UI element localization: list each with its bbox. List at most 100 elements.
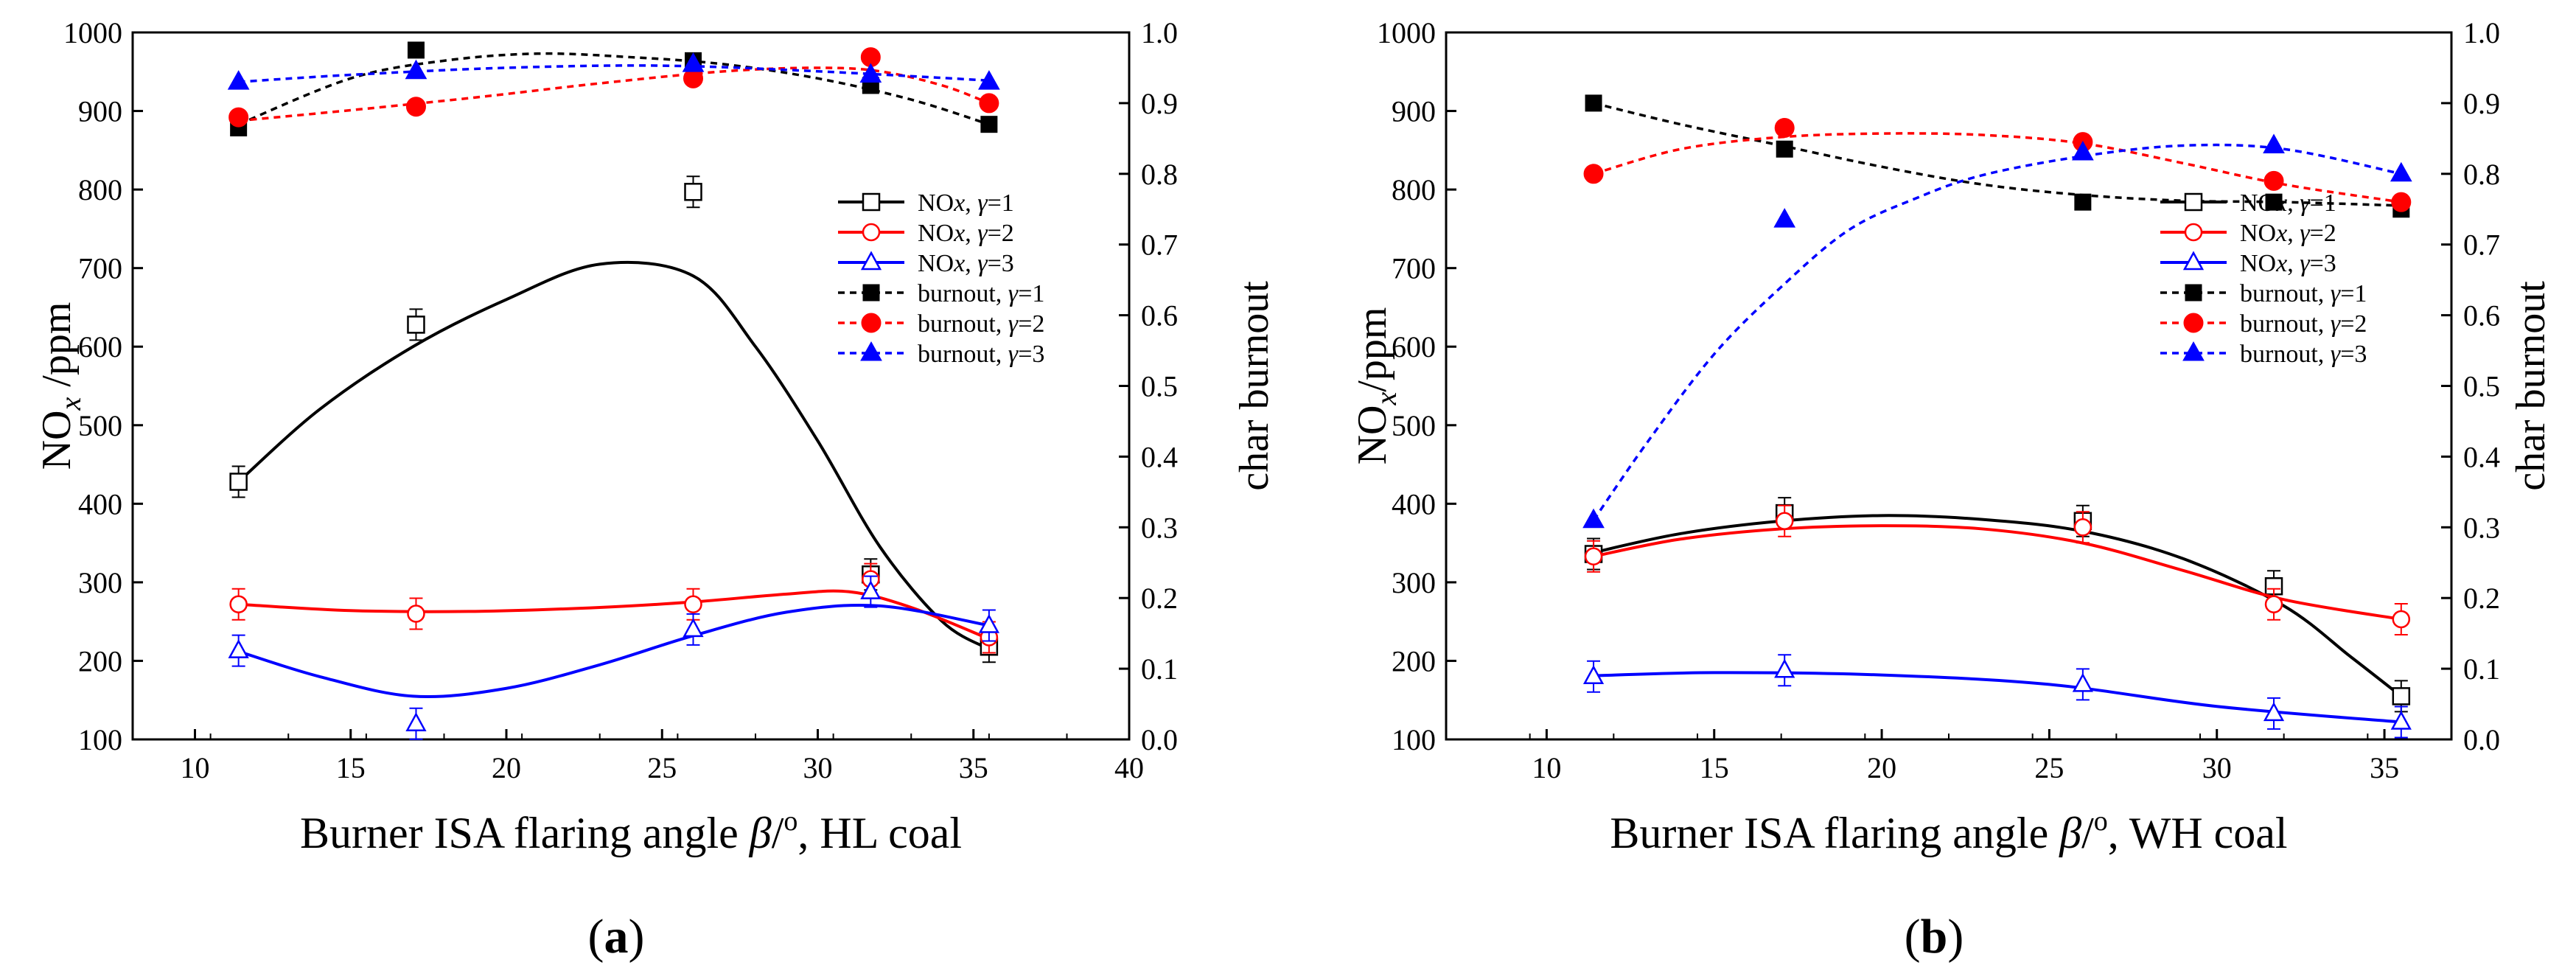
y-right-tick-label: 1.0: [2463, 16, 2500, 49]
data-point: [1773, 208, 1796, 228]
legend-suffix: =1: [1018, 280, 1044, 307]
y-left-label-unit: /ppm: [1350, 307, 1395, 392]
x-tick-label: 30: [2202, 751, 2232, 784]
panel-label-close: ): [629, 910, 645, 964]
x-tick-label: 10: [181, 751, 210, 784]
panel-label-close: ): [1947, 910, 1964, 964]
y-left-tick-label: 700: [78, 252, 122, 285]
legend-italic: x: [2275, 220, 2287, 247]
x-tick-label: 15: [1700, 751, 1729, 784]
x-tick-label: 10: [1532, 751, 1561, 784]
plot-frame: [1445, 31, 2453, 741]
series-line: [1593, 514, 2403, 697]
legend-marker: [2183, 313, 2204, 333]
y-right-tick-label: 0.5: [2463, 370, 2500, 403]
x-label-slash: /: [772, 809, 784, 857]
y-right-tick-label: 0.6: [1141, 299, 1178, 332]
y-left-tick-label: 1000: [1377, 16, 1436, 49]
legend-prefix: NO: [2240, 189, 2276, 217]
x-label-prefix: Burner ISA flaring angle: [300, 809, 750, 857]
x-tick-label: 40: [1114, 751, 1144, 784]
data-point: [2390, 710, 2412, 730]
data-point: [1584, 547, 1603, 565]
x-label-sup: o: [783, 806, 797, 837]
panel-b: 10 15 20 25 30 35 100 200 300 400 500 600 700 800 900 1…: [1350, 16, 2554, 964]
legend-suffix: =2: [2340, 310, 2367, 338]
y-right-tick-label: 0.2: [2463, 582, 2500, 615]
data-point: [978, 70, 1000, 90]
y-right-tick-label: 0.3: [2463, 511, 2500, 544]
y-left-tick-label: 300: [1392, 566, 1436, 599]
y-left-tick-label: 800: [1392, 173, 1436, 206]
legend-mid: ,: [2318, 341, 2331, 368]
x-label-prefix: Burner ISA flaring angle: [1610, 809, 2059, 857]
y-left-tick-label: 200: [78, 644, 122, 677]
y-left-tick-label: 500: [1392, 409, 1436, 442]
panel-label: (b): [1905, 910, 1964, 964]
data-point: [2263, 133, 2285, 153]
legend-suffix: =2: [988, 220, 1014, 247]
panel-label: (a): [588, 910, 645, 964]
data-point: [2263, 170, 2284, 191]
panel-label-letter: a: [604, 910, 629, 964]
legend-italic: x: [953, 220, 965, 247]
series-0: [229, 175, 999, 663]
legend-suffix: =2: [2310, 220, 2336, 247]
data-point: [227, 70, 250, 90]
legend-prefix: burnout: [2240, 341, 2318, 368]
data-point: [978, 613, 999, 633]
y-right-tick-label: 0.4: [1141, 440, 1178, 473]
data-point: [407, 605, 425, 623]
legend-gamma: γ: [1008, 280, 1019, 307]
series-1: [1584, 504, 2411, 635]
x-tick-label: 35: [2370, 751, 2399, 784]
legend-italic: x: [953, 189, 965, 217]
data-point: [229, 473, 248, 491]
series-3: [230, 41, 998, 136]
legend-marker: [861, 313, 882, 333]
legend-marker: [2184, 192, 2203, 212]
data-point: [405, 712, 427, 731]
y-right-tick-label: 0.8: [1141, 158, 1178, 191]
series-line: [237, 260, 990, 651]
data-point: [2391, 192, 2412, 212]
legend-suffix: =2: [1018, 310, 1044, 338]
y-left-axis-label: NOx /ppm: [34, 302, 87, 470]
legend-mid: ,: [965, 250, 977, 277]
legend-mid: ,: [2287, 250, 2300, 277]
series-line: [1593, 524, 2402, 621]
series-4: [228, 47, 999, 128]
legend-italic: x: [2275, 250, 2287, 277]
legend-mid: ,: [996, 310, 1008, 338]
y-left-tick-label: 100: [78, 723, 122, 756]
data-point: [979, 93, 999, 114]
y-left-tick-label: 800: [78, 173, 122, 206]
data-point: [1585, 94, 1602, 112]
legend-gamma: γ: [977, 250, 988, 277]
data-point: [2390, 161, 2412, 182]
legend-prefix: burnout: [918, 341, 996, 368]
series-line: [238, 603, 990, 699]
legend-prefix: NO: [918, 250, 954, 277]
legend-gamma: γ: [2331, 310, 2342, 338]
legend-label: NOx, γ=3: [918, 250, 1014, 277]
x-axis-label: Burner ISA flaring angle β/o, WH coal: [1610, 806, 2287, 857]
legend-suffix: =3: [1018, 341, 1044, 368]
legend-gamma: γ: [1008, 341, 1019, 368]
legend-suffix: =1: [2310, 189, 2336, 217]
series-5: [227, 52, 1000, 90]
series-line: [1593, 671, 2401, 724]
y-left-tick-label: 300: [78, 566, 122, 599]
data-point: [684, 183, 702, 201]
x-label-slash: /: [2081, 809, 2094, 857]
legend-marker: [860, 251, 882, 271]
x-axis-label: Burner ISA flaring angle β/o, HL coal: [300, 806, 962, 857]
y-right-tick-label: 0.9: [2463, 87, 2500, 120]
data-point: [1776, 140, 1793, 158]
legend-marker: [862, 223, 881, 242]
legend-gamma: γ: [977, 189, 988, 217]
y-left-tick-label: 1000: [63, 16, 122, 49]
legend-gamma: γ: [2300, 189, 2311, 217]
x-label-suffix: , WH coal: [2108, 809, 2288, 857]
legend-prefix: NO: [918, 220, 954, 247]
